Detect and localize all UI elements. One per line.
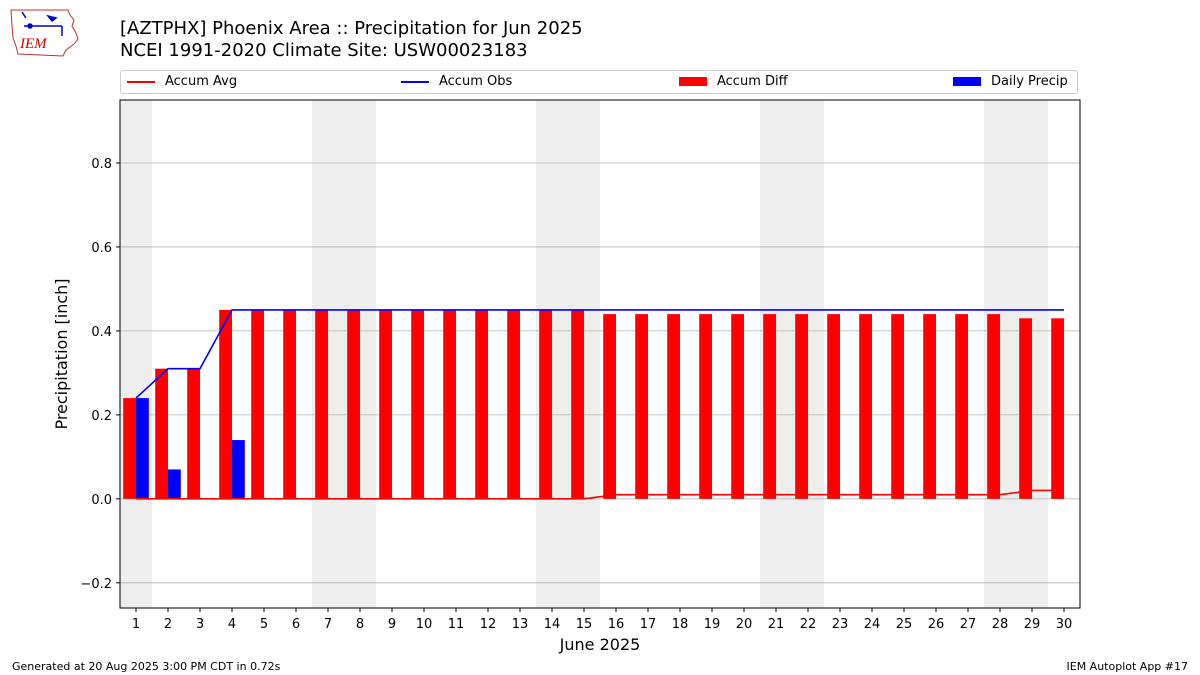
bar-accum-diff-day-2: [155, 368, 168, 499]
x-tick-label: 15: [576, 617, 593, 632]
bar-accum-diff-day-24: [859, 314, 872, 499]
x-tick-label: 6: [292, 617, 300, 632]
x-tick-label: 12: [480, 617, 497, 632]
y-tick-label: 0.8: [91, 157, 112, 172]
bar-accum-diff-day-13: [507, 309, 520, 499]
y-axis-label: Precipitation [inch]: [52, 278, 71, 429]
bar-accum-diff-day-30: [1051, 318, 1064, 499]
bar-daily-precip-day-2: [168, 469, 181, 499]
x-tick-label: 16: [608, 617, 625, 632]
x-tick-label: 30: [1056, 617, 1073, 632]
x-tick-label: 13: [512, 617, 529, 632]
title-line-1: [AZTPHX] Phoenix Area :: Precipitation f…: [120, 18, 583, 39]
bar-accum-diff-day-4: [219, 309, 232, 499]
iem-logo: IEM: [10, 9, 79, 57]
y-tick-label: 0.2: [91, 409, 112, 424]
legend-accum-avg: Accum Avg: [127, 74, 237, 90]
weather-station-icon: [21, 11, 63, 36]
x-tick-label: 22: [800, 617, 817, 632]
legend-label-accum-diff: Accum Diff: [717, 74, 788, 89]
x-tick-label: 29: [1024, 617, 1041, 632]
bar-accum-diff-day-6: [283, 309, 296, 499]
x-tick-label: 10: [416, 617, 433, 632]
legend-accum-diff: Accum Diff: [679, 74, 788, 90]
x-tick-label: 18: [672, 617, 689, 632]
y-tick-label: 0.4: [91, 325, 112, 340]
x-tick-label: 17: [640, 617, 657, 632]
x-tick-label: 5: [260, 617, 268, 632]
legend-swatch-accum-diff: [679, 77, 707, 86]
bar-accum-diff-day-21: [763, 314, 776, 499]
x-tick-label: 2: [164, 617, 172, 632]
bar-accum-diff-day-1: [123, 398, 136, 499]
legend-label-daily-precip: Daily Precip: [991, 74, 1068, 89]
bar-accum-diff-day-9: [379, 309, 392, 499]
legend-accum-obs: Accum Obs: [401, 74, 512, 90]
bar-accum-diff-day-7: [315, 309, 328, 499]
bar-accum-diff-day-25: [891, 314, 904, 499]
x-tick-label: 20: [736, 617, 753, 632]
x-tick-label: 27: [960, 617, 977, 632]
x-axis-label: June 2025: [559, 635, 641, 654]
y-tick-label: −0.2: [80, 577, 112, 592]
x-tick-label: 14: [544, 617, 561, 632]
plot-frame: [119, 99, 1081, 609]
weekend-shade-day-1: [120, 100, 152, 608]
bar-accum-diff-day-26: [923, 314, 936, 499]
line-accum-avg: [136, 489, 1064, 500]
x-tick-label: 25: [896, 617, 913, 632]
bar-accum-diff-day-18: [667, 314, 680, 499]
legend-swatch-accum-obs: [401, 80, 429, 83]
chart-title: [AZTPHX] Phoenix Area :: Precipitation f…: [120, 18, 583, 62]
y-tick-label: 0.0: [91, 493, 112, 508]
legend-swatch-daily-precip: [953, 77, 981, 86]
x-tick-label: 3: [196, 617, 204, 632]
bar-accum-diff-day-8: [347, 309, 360, 499]
x-tick-label: 19: [704, 617, 721, 632]
bar-daily-precip-day-4: [232, 440, 245, 499]
bar-accum-diff-day-22: [795, 314, 808, 499]
bar-accum-diff-day-5: [251, 309, 264, 499]
iowa-state-outline: [10, 9, 79, 57]
generated-timestamp: Generated at 20 Aug 2025 3:00 PM CDT in …: [12, 660, 281, 673]
logo-text: IEM: [19, 36, 48, 52]
x-tick-label: 8: [356, 617, 364, 632]
legend-label-accum-avg: Accum Avg: [165, 74, 238, 89]
bar-accum-diff-day-28: [987, 314, 1000, 499]
x-tick-label: 11: [448, 617, 465, 632]
bar-accum-diff-day-19: [699, 314, 712, 499]
y-tick-label: 0.6: [91, 241, 112, 256]
bar-accum-diff-day-23: [827, 314, 840, 499]
bar-daily-precip-day-1: [136, 398, 149, 499]
bar-accum-diff-day-15: [571, 309, 584, 499]
x-tick-label: 7: [324, 617, 332, 632]
bar-accum-diff-day-11: [443, 309, 456, 499]
app-id: IEM Autoplot App #17: [1066, 660, 1189, 673]
bar-accum-diff-day-14: [539, 309, 552, 499]
bar-accum-diff-day-17: [635, 314, 648, 499]
title-line-2: NCEI 1991-2020 Climate Site: USW00023183: [120, 40, 528, 61]
legend-swatch-accum-avg: [127, 80, 155, 83]
bar-accum-diff-day-27: [955, 314, 968, 499]
legend-label-accum-obs: Accum Obs: [439, 74, 513, 89]
line-accum-obs: [135, 309, 1064, 399]
bar-accum-diff-day-29: [1019, 318, 1032, 499]
x-tick-label: 9: [388, 617, 396, 632]
x-tick-label: 26: [928, 617, 945, 632]
x-tick-label: 24: [864, 617, 881, 632]
x-tick-label: 1: [132, 617, 140, 632]
bar-accum-diff-day-3: [187, 368, 200, 499]
bar-accum-diff-day-10: [411, 309, 424, 499]
bar-accum-diff-day-20: [731, 314, 744, 499]
x-tick-label: 28: [992, 617, 1009, 632]
x-tick-label: 4: [228, 617, 236, 632]
bar-accum-diff-day-12: [475, 309, 488, 499]
bar-accum-diff-day-16: [603, 314, 616, 499]
x-tick-label: 23: [832, 617, 849, 632]
legend-daily-precip: Daily Precip: [953, 74, 1068, 90]
chart-legend: Accum Avg Accum Obs Accum Diff Daily Pre…: [120, 70, 1078, 94]
x-tick-label: 21: [768, 617, 785, 632]
